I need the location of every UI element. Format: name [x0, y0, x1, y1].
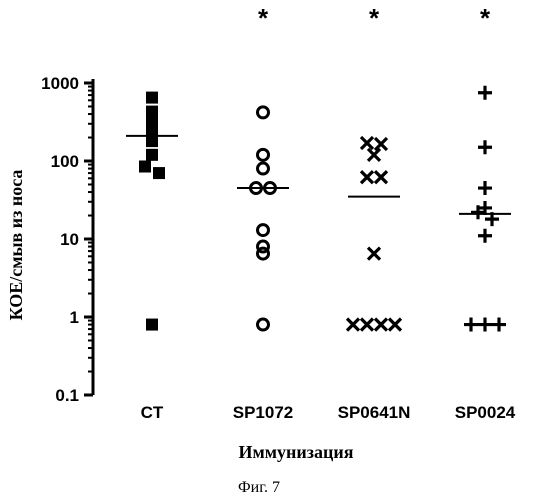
y-tick-label: 100 [51, 152, 79, 171]
data-point [258, 319, 269, 330]
x-tick-label: SP0024 [455, 403, 516, 422]
data-point [146, 92, 158, 104]
data-point [375, 171, 387, 183]
data-point [464, 318, 478, 332]
significance-asterisk: * [369, 3, 380, 33]
data-point [368, 248, 380, 260]
data-point [368, 149, 380, 161]
figure-caption: Фиг. 7 [238, 479, 280, 496]
data-point [375, 319, 387, 331]
data-point [389, 319, 401, 331]
data-point [478, 318, 492, 332]
data-point [258, 163, 269, 174]
y-tick-label: 10 [60, 230, 79, 249]
data-point [146, 135, 158, 147]
data-point [258, 248, 269, 259]
data-point [478, 86, 492, 100]
x-tick-labels: CT SP1072 SP0641N SP0024 [141, 403, 516, 422]
x-tick-label: SP0641N [338, 403, 411, 422]
x-axis-title: Иммунизация [239, 442, 354, 462]
significance-asterisk: * [258, 3, 269, 33]
significance-asterisk: * [480, 3, 491, 33]
x-tick-label: CT [141, 403, 164, 422]
data-point [146, 124, 158, 136]
significance-markers: * * * [258, 3, 491, 33]
data-point [375, 138, 387, 150]
y-axis-title: КОЕ/смыв из носа [6, 170, 26, 321]
y-tick-label: 1000 [41, 74, 79, 93]
data-points [139, 86, 506, 332]
data-point [478, 229, 492, 243]
data-point [146, 149, 158, 161]
data-point [258, 107, 269, 118]
data-point [146, 319, 158, 331]
data-point [361, 319, 373, 331]
data-point [361, 137, 373, 149]
y-tick-labels: 0.1 1 10 100 1000 [41, 74, 79, 405]
data-point [492, 318, 506, 332]
data-point [258, 149, 269, 160]
data-point [478, 181, 492, 195]
axes [84, 79, 93, 395]
y-tick-label: 1 [70, 308, 79, 327]
data-point [258, 225, 269, 236]
data-point [139, 161, 151, 173]
data-point [478, 140, 492, 154]
median-lines [126, 136, 511, 214]
data-point [347, 319, 359, 331]
x-tick-label: SP1072 [233, 403, 294, 422]
data-point [153, 167, 165, 179]
y-tick-label: 0.1 [55, 386, 79, 405]
data-point [361, 171, 373, 183]
